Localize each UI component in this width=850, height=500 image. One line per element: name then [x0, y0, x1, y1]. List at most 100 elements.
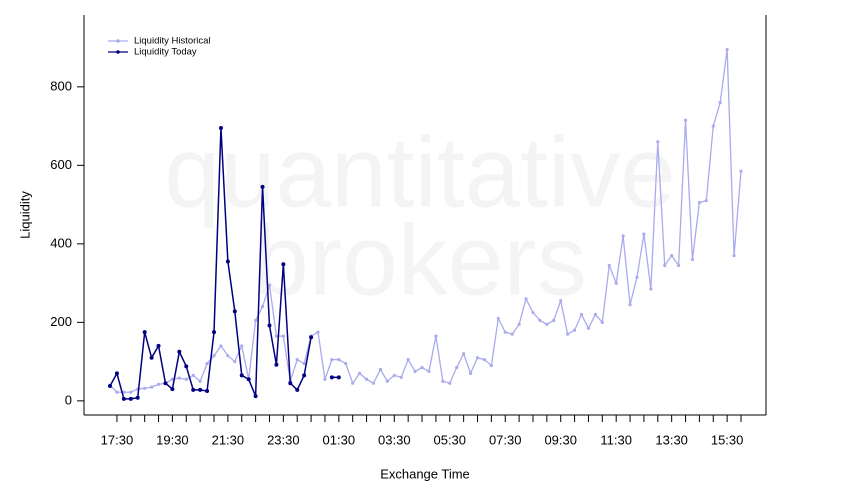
- data-point: [218, 126, 223, 131]
- data-point: [121, 396, 126, 401]
- data-point: [635, 275, 639, 279]
- data-point: [232, 309, 237, 314]
- data-point: [337, 358, 341, 362]
- data-point: [212, 354, 216, 358]
- series-line: [109, 49, 742, 393]
- legend-marker: [116, 50, 120, 54]
- data-point: [524, 297, 528, 301]
- data-point: [739, 169, 743, 173]
- x-tick-label: 09:30: [544, 432, 577, 447]
- data-point: [260, 184, 265, 189]
- data-point: [330, 358, 334, 362]
- data-point: [711, 124, 715, 128]
- data-point: [108, 383, 112, 388]
- data-point: [462, 352, 466, 356]
- data-point: [364, 377, 369, 381]
- x-tick-label: 21:30: [212, 432, 245, 447]
- data-point: [143, 386, 147, 390]
- data-point: [586, 326, 591, 330]
- watermark: brokers: [253, 204, 586, 316]
- data-point: [254, 318, 258, 322]
- legend-label: Liquidity Historical: [134, 36, 211, 47]
- y-axis-label: Liquidity: [17, 191, 32, 239]
- x-tick-label: 07:30: [489, 432, 522, 447]
- x-tick-label: 03:30: [378, 432, 411, 447]
- data-point: [281, 262, 286, 267]
- data-point: [593, 312, 597, 317]
- data-point: [378, 367, 383, 372]
- data-point: [732, 254, 736, 258]
- data-point: [184, 364, 189, 369]
- data-point: [129, 390, 133, 394]
- data-point: [683, 118, 688, 122]
- data-point: [156, 343, 161, 348]
- data-point: [274, 334, 279, 338]
- data-point: [503, 330, 507, 334]
- x-tick-label: 11:30: [600, 432, 632, 447]
- series-line: [109, 128, 312, 400]
- data-point: [510, 332, 514, 336]
- data-point: [614, 281, 618, 285]
- x-tick-label: 17:30: [101, 432, 134, 447]
- data-point: [302, 361, 306, 366]
- data-point: [579, 312, 584, 317]
- data-point: [281, 334, 285, 338]
- data-point: [267, 283, 272, 287]
- data-point: [690, 257, 695, 262]
- data-point: [274, 362, 279, 367]
- data-point: [475, 356, 480, 360]
- x-axis-label: Exchange Time: [380, 466, 470, 481]
- data-point: [198, 379, 202, 383]
- data-point: [496, 316, 500, 321]
- y-tick-label: 800: [50, 78, 72, 93]
- data-point: [316, 330, 320, 334]
- data-point: [198, 387, 203, 392]
- data-point: [572, 328, 577, 332]
- data-point: [212, 330, 217, 335]
- data-point: [163, 381, 168, 386]
- data-point: [670, 254, 674, 258]
- data-point: [225, 259, 230, 264]
- data-point: [122, 390, 126, 394]
- data-point: [246, 377, 251, 382]
- data-point: [413, 369, 417, 374]
- data-point: [177, 349, 182, 354]
- data-point: [468, 371, 473, 375]
- data-point: [725, 47, 729, 52]
- data-point: [191, 387, 196, 392]
- data-point: [538, 318, 542, 322]
- data-point: [552, 318, 556, 322]
- legend-label: Liquidity Today: [134, 47, 197, 58]
- data-point: [240, 344, 244, 348]
- data-point: [656, 140, 660, 144]
- data-point: [233, 360, 237, 364]
- data-point: [170, 377, 175, 381]
- data-point: [566, 332, 570, 336]
- data-point: [295, 387, 300, 392]
- x-tick-label: 23:30: [267, 432, 300, 447]
- data-point: [205, 361, 209, 366]
- x-tick-label: 15:30: [711, 432, 744, 447]
- data-point: [517, 322, 521, 326]
- data-point: [385, 379, 389, 383]
- data-point: [114, 371, 119, 376]
- data-point: [697, 201, 701, 205]
- data-point: [219, 344, 223, 348]
- data-point: [704, 199, 708, 203]
- data-point: [149, 355, 154, 360]
- data-point: [191, 373, 195, 377]
- data-point: [128, 396, 133, 401]
- data-point: [531, 310, 535, 315]
- data-point: [448, 381, 452, 385]
- data-point: [351, 381, 355, 385]
- y-tick-label: 200: [50, 314, 72, 329]
- data-point: [718, 100, 722, 105]
- data-point: [434, 334, 438, 338]
- data-point: [399, 375, 403, 379]
- data-point: [150, 385, 154, 389]
- data-point: [239, 373, 244, 378]
- data-point: [205, 389, 210, 394]
- data-point: [142, 330, 147, 335]
- data-point: [336, 375, 341, 380]
- data-point: [226, 354, 230, 358]
